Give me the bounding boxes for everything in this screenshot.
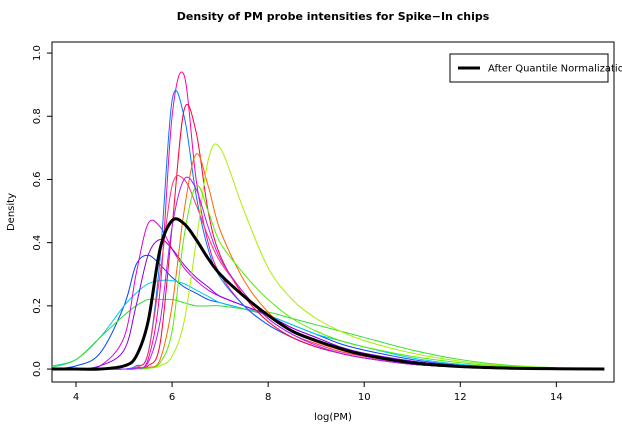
y-axis-label: Density <box>6 193 17 231</box>
density-line <box>51 90 557 370</box>
x-tick-label: 10 <box>358 392 371 403</box>
x-tick-label: 8 <box>265 392 271 403</box>
density-line <box>51 279 557 369</box>
density-line <box>51 217 605 371</box>
y-tick-label: 1.0 <box>32 45 43 61</box>
y-tick-label: 0.4 <box>32 235 43 251</box>
plot-area <box>51 71 605 371</box>
density-line <box>51 238 557 370</box>
y-tick-label: 0.8 <box>32 108 43 124</box>
density-line <box>51 254 557 370</box>
x-axis-label: log(PM) <box>314 412 352 423</box>
y-tick-label: 0.0 <box>32 361 43 377</box>
plot-frame <box>51 41 615 383</box>
x-tick-label: 12 <box>454 392 467 403</box>
chart-title: Density of PM probe intensities for Spik… <box>177 10 490 23</box>
legend-label: After Quantile Normalization <box>488 64 622 75</box>
x-tick-label: 6 <box>169 392 175 403</box>
x-tick-label: 4 <box>73 392 79 403</box>
y-tick-label: 0.6 <box>32 172 43 188</box>
y-tick-label: 0.2 <box>32 298 43 314</box>
x-tick-label: 14 <box>550 392 563 403</box>
density-line <box>51 176 557 370</box>
